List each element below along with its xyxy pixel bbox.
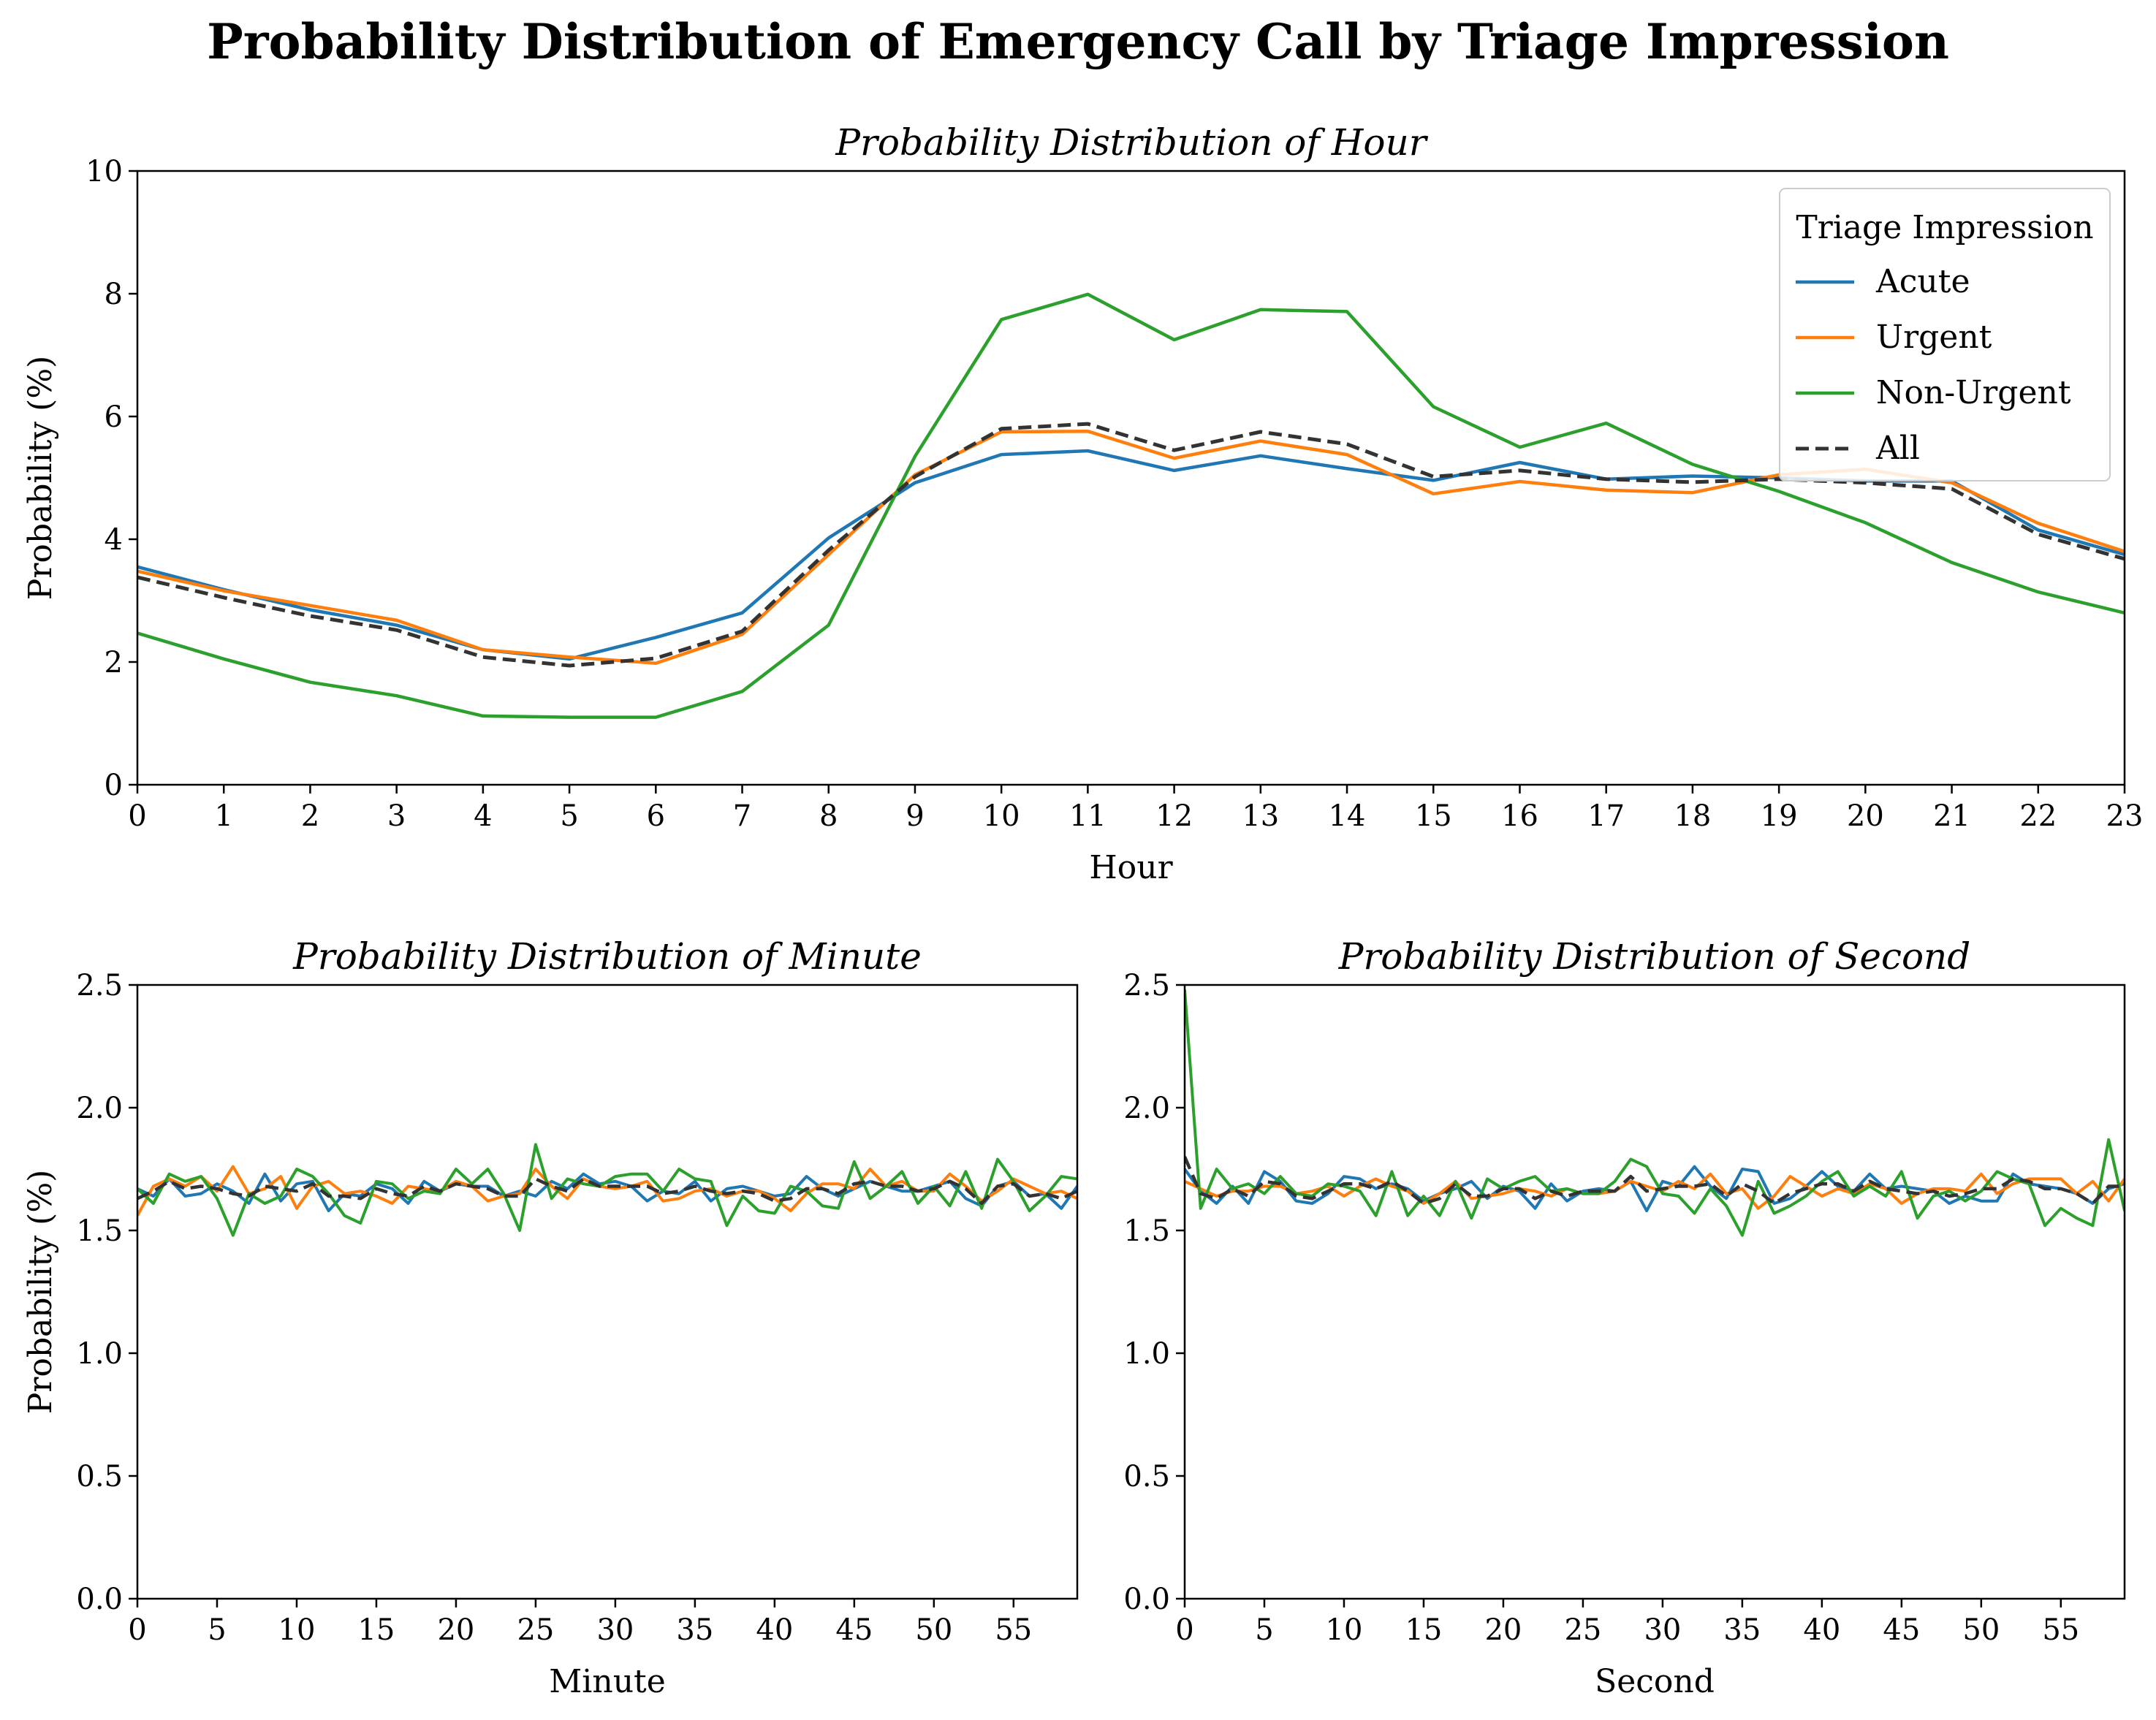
minute-x-tick-label: 55 bbox=[995, 1613, 1032, 1647]
second-y-tick-label: 1.0 bbox=[1123, 1337, 1170, 1371]
hour-x-tick-label: 7 bbox=[733, 799, 751, 833]
minute-x-tick-label: 40 bbox=[756, 1613, 793, 1647]
legend-label-all: All bbox=[1875, 430, 1920, 467]
minute-x-tick-label: 0 bbox=[128, 1613, 146, 1647]
minute-x-tick-label: 50 bbox=[915, 1613, 952, 1647]
legend-label-acute: Acute bbox=[1875, 263, 1970, 300]
hour-x-tick-label: 6 bbox=[647, 799, 665, 833]
minute-x-tick-label: 45 bbox=[835, 1613, 873, 1647]
second-axes-frame bbox=[1183, 983, 2126, 1600]
minute-x-tick-label: 10 bbox=[278, 1613, 316, 1647]
hour-x-tick-label: 17 bbox=[1587, 799, 1625, 833]
hour-x-tick-label: 23 bbox=[2106, 799, 2144, 833]
hour-x-tick-label: 2 bbox=[301, 799, 319, 833]
second-x-axis-label: Second bbox=[1595, 1663, 1715, 1700]
second-series-all bbox=[1185, 1156, 2125, 1206]
minute-chart-title: Probability Distribution of Minute bbox=[292, 935, 922, 978]
second-y-tick-label: 1.5 bbox=[1123, 1214, 1170, 1248]
legend: Triage Impression Acute Urgent Non-Urgent Al… bbox=[1779, 188, 2111, 482]
second-x-tick-label: 15 bbox=[1405, 1613, 1442, 1647]
hour-y-tick-label: 6 bbox=[105, 400, 123, 434]
second-y-tick-label: 0.5 bbox=[1123, 1460, 1170, 1493]
hour-y-axis-label: Probability (%) bbox=[22, 356, 59, 601]
hour-x-tick-label: 5 bbox=[560, 799, 578, 833]
second-x-tick-label: 30 bbox=[1644, 1613, 1681, 1647]
second-series-urgent bbox=[1185, 1172, 2125, 1210]
second-x-tick-label: 40 bbox=[1803, 1613, 1840, 1647]
hour-x-tick-label: 14 bbox=[1329, 799, 1366, 833]
hour-x-tick-label: 9 bbox=[906, 799, 924, 833]
second-x-tick-label: 0 bbox=[1175, 1613, 1193, 1647]
minute-x-tick-label: 5 bbox=[208, 1613, 226, 1647]
second-x-tick-label: 10 bbox=[1326, 1613, 1363, 1647]
legend-title: Triage Impression bbox=[1796, 209, 2093, 246]
hour-x-tick-label: 11 bbox=[1069, 799, 1107, 833]
hour-x-tick-label: 22 bbox=[2019, 799, 2057, 833]
second-y-tick-label: 2.5 bbox=[1123, 969, 1170, 1002]
hour-axes-frame bbox=[136, 170, 2126, 786]
hour-x-tick-label: 4 bbox=[474, 799, 492, 833]
hour-y-tick-label: 4 bbox=[105, 523, 123, 557]
second-panel: Probability Distribution of Second 0 5 10 15… bbox=[1123, 935, 2126, 1700]
hour-x-tick-label: 8 bbox=[819, 799, 838, 833]
minute-y-tick-label: 2.5 bbox=[76, 969, 123, 1002]
second-x-tick-label: 45 bbox=[1883, 1613, 1920, 1647]
minute-x-tick-label: 35 bbox=[676, 1613, 713, 1647]
second-y-tick-label: 0.0 bbox=[1123, 1583, 1170, 1616]
hour-x-tick-label: 19 bbox=[1761, 799, 1798, 833]
hour-y-tick-label: 10 bbox=[86, 155, 123, 189]
minute-series-non-urgent bbox=[137, 1143, 1077, 1237]
second-x-tick-label: 20 bbox=[1484, 1613, 1522, 1647]
minute-y-tick-label: 2.0 bbox=[76, 1092, 123, 1125]
hour-series-all bbox=[137, 422, 2125, 668]
minute-y-tick-label: 1.5 bbox=[76, 1214, 123, 1248]
minute-x-tick-label: 25 bbox=[517, 1613, 554, 1647]
hour-x-tick-label: 21 bbox=[1933, 799, 1970, 833]
hour-x-tick-label: 0 bbox=[128, 799, 146, 833]
minute-axes-frame bbox=[136, 983, 1079, 1600]
minute-y-axis-label: Probability (%) bbox=[22, 1170, 59, 1415]
legend-box bbox=[1779, 188, 2111, 482]
hour-x-tick-label: 16 bbox=[1501, 799, 1538, 833]
second-series-acute bbox=[1185, 1165, 2125, 1213]
minute-x-tick-label: 20 bbox=[437, 1613, 474, 1647]
legend-label-non-urgent: Non-Urgent bbox=[1876, 374, 2071, 411]
second-x-tick-label: 55 bbox=[2042, 1613, 2079, 1647]
second-chart-title: Probability Distribution of Second bbox=[1338, 935, 1971, 978]
hour-y-tick-label: 0 bbox=[105, 769, 123, 802]
minute-x-tick-label: 15 bbox=[357, 1613, 395, 1647]
minute-y-tick-label: 0.0 bbox=[76, 1583, 123, 1616]
hour-y-tick-label: 2 bbox=[105, 646, 123, 680]
hour-series-non-urgent bbox=[137, 292, 2125, 719]
hour-y-tick-label: 8 bbox=[105, 278, 123, 311]
second-x-tick-label: 5 bbox=[1255, 1613, 1273, 1647]
figure-title: Probability Distribution of Emergency Ca… bbox=[207, 13, 1949, 70]
minute-x-axis-label: Minute bbox=[549, 1663, 666, 1700]
hour-x-tick-label: 12 bbox=[1155, 799, 1193, 833]
minute-x-tick-label: 30 bbox=[596, 1613, 634, 1647]
second-x-tick-label: 35 bbox=[1723, 1613, 1761, 1647]
hour-x-tick-label: 18 bbox=[1674, 799, 1711, 833]
minute-y-tick-label: 0.5 bbox=[76, 1460, 123, 1493]
hour-x-tick-label: 20 bbox=[1847, 799, 1884, 833]
hour-x-tick-label: 1 bbox=[214, 799, 232, 833]
hour-x-tick-label: 13 bbox=[1242, 799, 1279, 833]
second-x-tick-label: 50 bbox=[1962, 1613, 2000, 1647]
hour-x-tick-label: 3 bbox=[387, 799, 406, 833]
second-y-tick-label: 2.0 bbox=[1123, 1092, 1170, 1125]
legend-label-urgent: Urgent bbox=[1876, 319, 1992, 356]
hour-chart-title: Probability Distribution of Hour bbox=[835, 121, 1428, 164]
hour-x-tick-label: 15 bbox=[1415, 799, 1452, 833]
hour-x-tick-label: 10 bbox=[983, 799, 1020, 833]
minute-series-all bbox=[137, 1177, 1077, 1206]
minute-panel: Probability Distribution of Minute 0 5 10 15… bbox=[22, 935, 1079, 1700]
hour-x-axis-label: Hour bbox=[1089, 849, 1173, 886]
minute-y-tick-label: 1.0 bbox=[76, 1337, 123, 1371]
second-x-tick-label: 25 bbox=[1564, 1613, 1601, 1647]
